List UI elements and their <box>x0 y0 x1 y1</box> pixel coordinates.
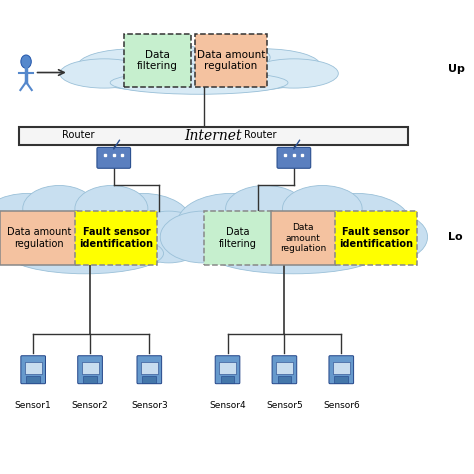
FancyBboxPatch shape <box>83 376 97 383</box>
Ellipse shape <box>7 233 164 274</box>
Text: Sensor1: Sensor1 <box>15 401 52 410</box>
FancyBboxPatch shape <box>278 376 291 383</box>
Text: Router: Router <box>244 130 276 140</box>
FancyBboxPatch shape <box>78 356 102 384</box>
FancyBboxPatch shape <box>19 127 408 145</box>
Text: Sensor6: Sensor6 <box>323 401 360 410</box>
Ellipse shape <box>226 185 305 232</box>
Text: Data
filtering: Data filtering <box>137 50 178 71</box>
FancyBboxPatch shape <box>27 376 40 383</box>
Text: Sensor5: Sensor5 <box>266 401 303 410</box>
Text: Up: Up <box>448 64 465 74</box>
FancyBboxPatch shape <box>329 356 354 384</box>
FancyBboxPatch shape <box>215 356 240 384</box>
Ellipse shape <box>302 193 410 253</box>
FancyBboxPatch shape <box>141 362 158 374</box>
Ellipse shape <box>130 211 208 263</box>
Ellipse shape <box>75 185 148 232</box>
FancyBboxPatch shape <box>333 362 350 374</box>
Text: Internet: Internet <box>184 128 242 143</box>
FancyBboxPatch shape <box>82 362 99 374</box>
Ellipse shape <box>187 45 270 71</box>
Ellipse shape <box>0 211 41 263</box>
Text: Fault sensor
identification: Fault sensor identification <box>338 228 413 249</box>
FancyBboxPatch shape <box>221 376 234 383</box>
FancyBboxPatch shape <box>97 147 130 168</box>
Ellipse shape <box>78 49 190 83</box>
FancyBboxPatch shape <box>21 356 46 384</box>
Text: Data
filtering: Data filtering <box>219 228 257 249</box>
Text: Fault sensor
identification: Fault sensor identification <box>79 228 154 249</box>
Ellipse shape <box>0 201 190 273</box>
Ellipse shape <box>283 185 362 232</box>
Ellipse shape <box>0 193 77 253</box>
Ellipse shape <box>209 233 379 274</box>
Text: Data
amount
regulation: Data amount regulation <box>280 223 327 253</box>
FancyBboxPatch shape <box>143 376 156 383</box>
FancyBboxPatch shape <box>75 211 157 265</box>
Text: Data amount
regulation: Data amount regulation <box>7 228 71 249</box>
Ellipse shape <box>249 59 338 88</box>
Ellipse shape <box>128 45 211 71</box>
Ellipse shape <box>177 193 285 253</box>
Text: Sensor3: Sensor3 <box>131 401 168 410</box>
Text: Sensor2: Sensor2 <box>72 401 109 410</box>
FancyBboxPatch shape <box>124 34 191 87</box>
Text: Sensor4: Sensor4 <box>209 401 246 410</box>
Ellipse shape <box>180 201 408 273</box>
Text: Router: Router <box>62 130 94 140</box>
Ellipse shape <box>110 71 288 94</box>
FancyBboxPatch shape <box>0 211 78 265</box>
FancyBboxPatch shape <box>25 362 42 374</box>
Ellipse shape <box>208 49 320 83</box>
Text: Lo: Lo <box>448 232 463 242</box>
Ellipse shape <box>23 185 96 232</box>
FancyBboxPatch shape <box>195 34 267 87</box>
FancyBboxPatch shape <box>335 376 348 383</box>
Ellipse shape <box>21 55 31 68</box>
FancyBboxPatch shape <box>219 362 236 374</box>
FancyBboxPatch shape <box>335 211 417 265</box>
Ellipse shape <box>60 59 149 88</box>
FancyBboxPatch shape <box>271 211 336 265</box>
Text: Data amount
regulation: Data amount regulation <box>197 50 265 71</box>
FancyBboxPatch shape <box>276 362 293 374</box>
FancyBboxPatch shape <box>272 356 297 384</box>
FancyBboxPatch shape <box>137 356 162 384</box>
Ellipse shape <box>81 54 318 93</box>
FancyBboxPatch shape <box>204 211 272 265</box>
Ellipse shape <box>342 211 428 263</box>
Ellipse shape <box>160 211 246 263</box>
Ellipse shape <box>93 193 192 253</box>
FancyBboxPatch shape <box>277 147 311 168</box>
